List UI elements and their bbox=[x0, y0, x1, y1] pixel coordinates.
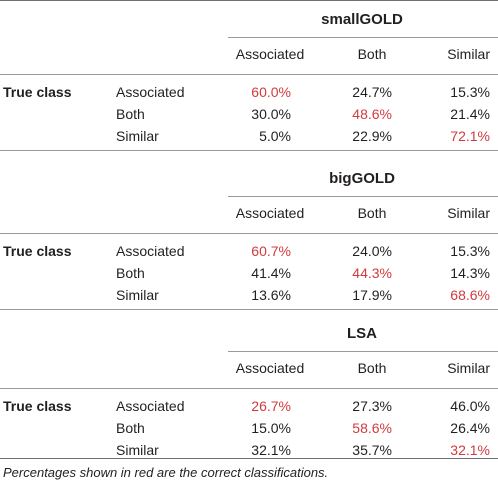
column-header-similar: Similar bbox=[447, 46, 490, 62]
table-cell: 15.3% bbox=[450, 84, 490, 100]
title-underline-rule bbox=[228, 351, 498, 352]
column-header-similar: Similar bbox=[447, 205, 490, 221]
column-header-associated: Associated bbox=[235, 360, 305, 376]
table-cell: 22.9% bbox=[352, 128, 392, 144]
row-label: Associated bbox=[116, 84, 185, 100]
table-cell: 17.9% bbox=[352, 287, 392, 303]
row-label: Associated bbox=[116, 243, 185, 259]
table-cell: 46.0% bbox=[450, 398, 490, 414]
bottom-rule bbox=[0, 458, 498, 459]
row-group-label: True class bbox=[3, 398, 72, 414]
row-label: Similar bbox=[116, 442, 159, 458]
table-cell-correct: 68.6% bbox=[450, 287, 490, 303]
table-cell: 24.0% bbox=[352, 243, 392, 259]
row-label: Associated bbox=[116, 398, 185, 414]
section-title: LSA bbox=[347, 325, 377, 342]
header-rule bbox=[0, 233, 498, 234]
table-cell: 15.0% bbox=[251, 420, 291, 436]
table-cell-correct: 44.3% bbox=[352, 265, 392, 281]
table-cell-correct: 58.6% bbox=[352, 420, 392, 436]
section-rule bbox=[0, 150, 498, 151]
table-cell-correct: 72.1% bbox=[450, 128, 490, 144]
table-cell: 27.3% bbox=[352, 398, 392, 414]
table-caption: Percentages shown in red are the correct… bbox=[3, 465, 329, 480]
section-rule bbox=[0, 309, 498, 310]
column-header-both: Both bbox=[357, 205, 387, 221]
table-cell-correct: 60.7% bbox=[251, 243, 291, 259]
table-cell: 26.4% bbox=[450, 420, 490, 436]
section-title: bigGOLD bbox=[329, 170, 395, 187]
row-label: Both bbox=[116, 265, 145, 281]
title-underline-rule bbox=[228, 196, 498, 197]
header-rule bbox=[0, 74, 498, 75]
column-header-associated: Associated bbox=[235, 205, 305, 221]
row-group-label: True class bbox=[3, 243, 72, 259]
row-label: Similar bbox=[116, 128, 159, 144]
table-cell: 15.3% bbox=[450, 243, 490, 259]
title-underline-rule bbox=[228, 37, 498, 38]
table-cell-correct: 48.6% bbox=[352, 106, 392, 122]
table-cell-correct: 26.7% bbox=[251, 398, 291, 414]
table-cell-correct: 32.1% bbox=[450, 442, 490, 458]
table-cell: 35.7% bbox=[352, 442, 392, 458]
table-cell: 5.0% bbox=[259, 128, 291, 144]
column-header-both: Both bbox=[357, 360, 387, 376]
table-cell-correct: 60.0% bbox=[251, 84, 291, 100]
table-cell: 21.4% bbox=[450, 106, 490, 122]
column-header-both: Both bbox=[357, 46, 387, 62]
section-title: smallGOLD bbox=[321, 11, 403, 28]
top-rule bbox=[0, 0, 498, 1]
row-label: Both bbox=[116, 106, 145, 122]
table-cell: 14.3% bbox=[450, 265, 490, 281]
table-cell: 13.6% bbox=[251, 287, 291, 303]
column-header-similar: Similar bbox=[447, 360, 490, 376]
row-group-label: True class bbox=[3, 84, 72, 100]
table-cell: 24.7% bbox=[352, 84, 392, 100]
row-label: Similar bbox=[116, 287, 159, 303]
table-cell: 32.1% bbox=[251, 442, 291, 458]
column-header-associated: Associated bbox=[235, 46, 305, 62]
header-rule bbox=[0, 388, 498, 389]
row-label: Both bbox=[116, 420, 145, 436]
table-cell: 41.4% bbox=[251, 265, 291, 281]
table-cell: 30.0% bbox=[251, 106, 291, 122]
